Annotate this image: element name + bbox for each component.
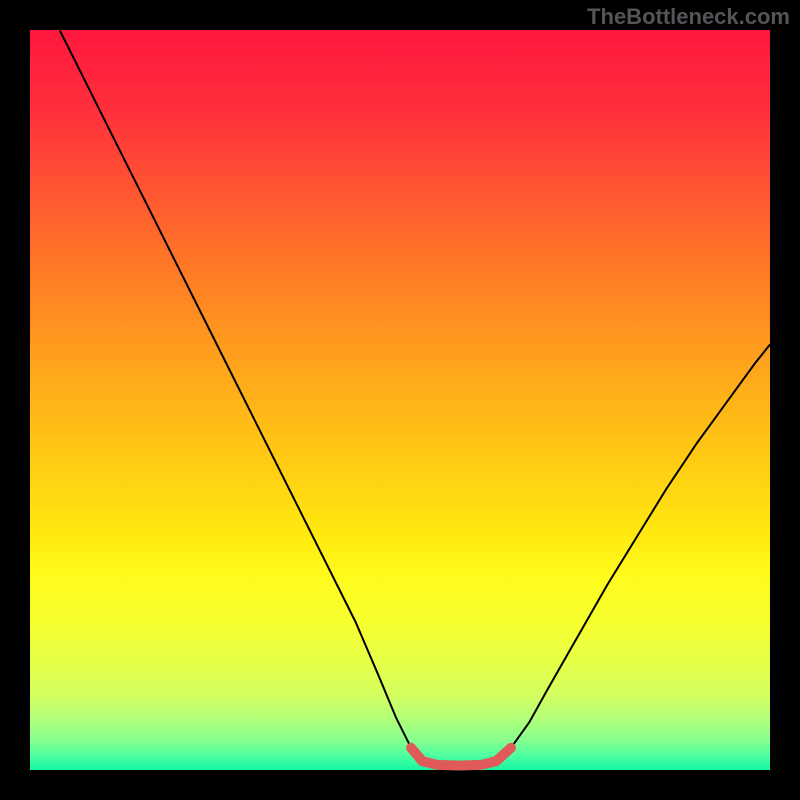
attribution-text: TheBottleneck.com bbox=[587, 4, 790, 30]
chart-frame: TheBottleneck.com bbox=[0, 0, 800, 800]
bottleneck-curve-chart bbox=[0, 0, 800, 800]
